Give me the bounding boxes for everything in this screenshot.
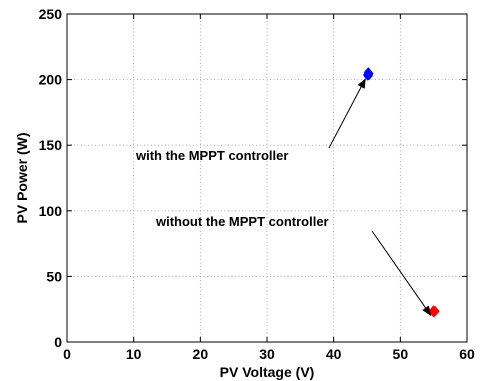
y-tick-label: 50 <box>46 268 62 284</box>
y-axis-label: PV Power (W) <box>14 132 30 223</box>
x-tick-label: 10 <box>126 346 142 362</box>
annotation-arrow <box>328 78 366 149</box>
x-tick-label: 60 <box>459 346 475 362</box>
data-point <box>363 71 372 81</box>
data-point <box>429 308 438 318</box>
annotation-arrow <box>371 230 432 316</box>
x-tick-label: 0 <box>63 346 71 362</box>
series-1 <box>428 305 440 318</box>
series-0 <box>362 67 374 81</box>
x-tick-label: 20 <box>193 346 209 362</box>
data-series <box>362 67 440 318</box>
x-tick-label: 40 <box>326 346 342 362</box>
x-axis-label: PV Voltage (V) <box>220 364 315 380</box>
x-tick-labels: 0 10 20 30 40 50 60 <box>63 346 475 362</box>
grid-lines <box>67 14 467 342</box>
annotation-label: with the MPPT controller <box>135 148 288 163</box>
y-tick-label: 0 <box>54 334 62 350</box>
y-tick-label: 100 <box>39 203 63 219</box>
y-tick-labels: 0 50 100 150 200 250 <box>39 6 63 350</box>
x-tick-label: 50 <box>393 346 409 362</box>
y-tick-label: 150 <box>39 137 63 153</box>
axis-ticks <box>66 13 468 343</box>
y-tick-label: 250 <box>39 6 63 22</box>
x-tick-label: 30 <box>259 346 275 362</box>
annotation-label: without the MPPT controller <box>155 214 329 229</box>
y-tick-label: 200 <box>39 72 63 88</box>
annotations: with the MPPT controller without the MPPT… <box>135 78 432 316</box>
